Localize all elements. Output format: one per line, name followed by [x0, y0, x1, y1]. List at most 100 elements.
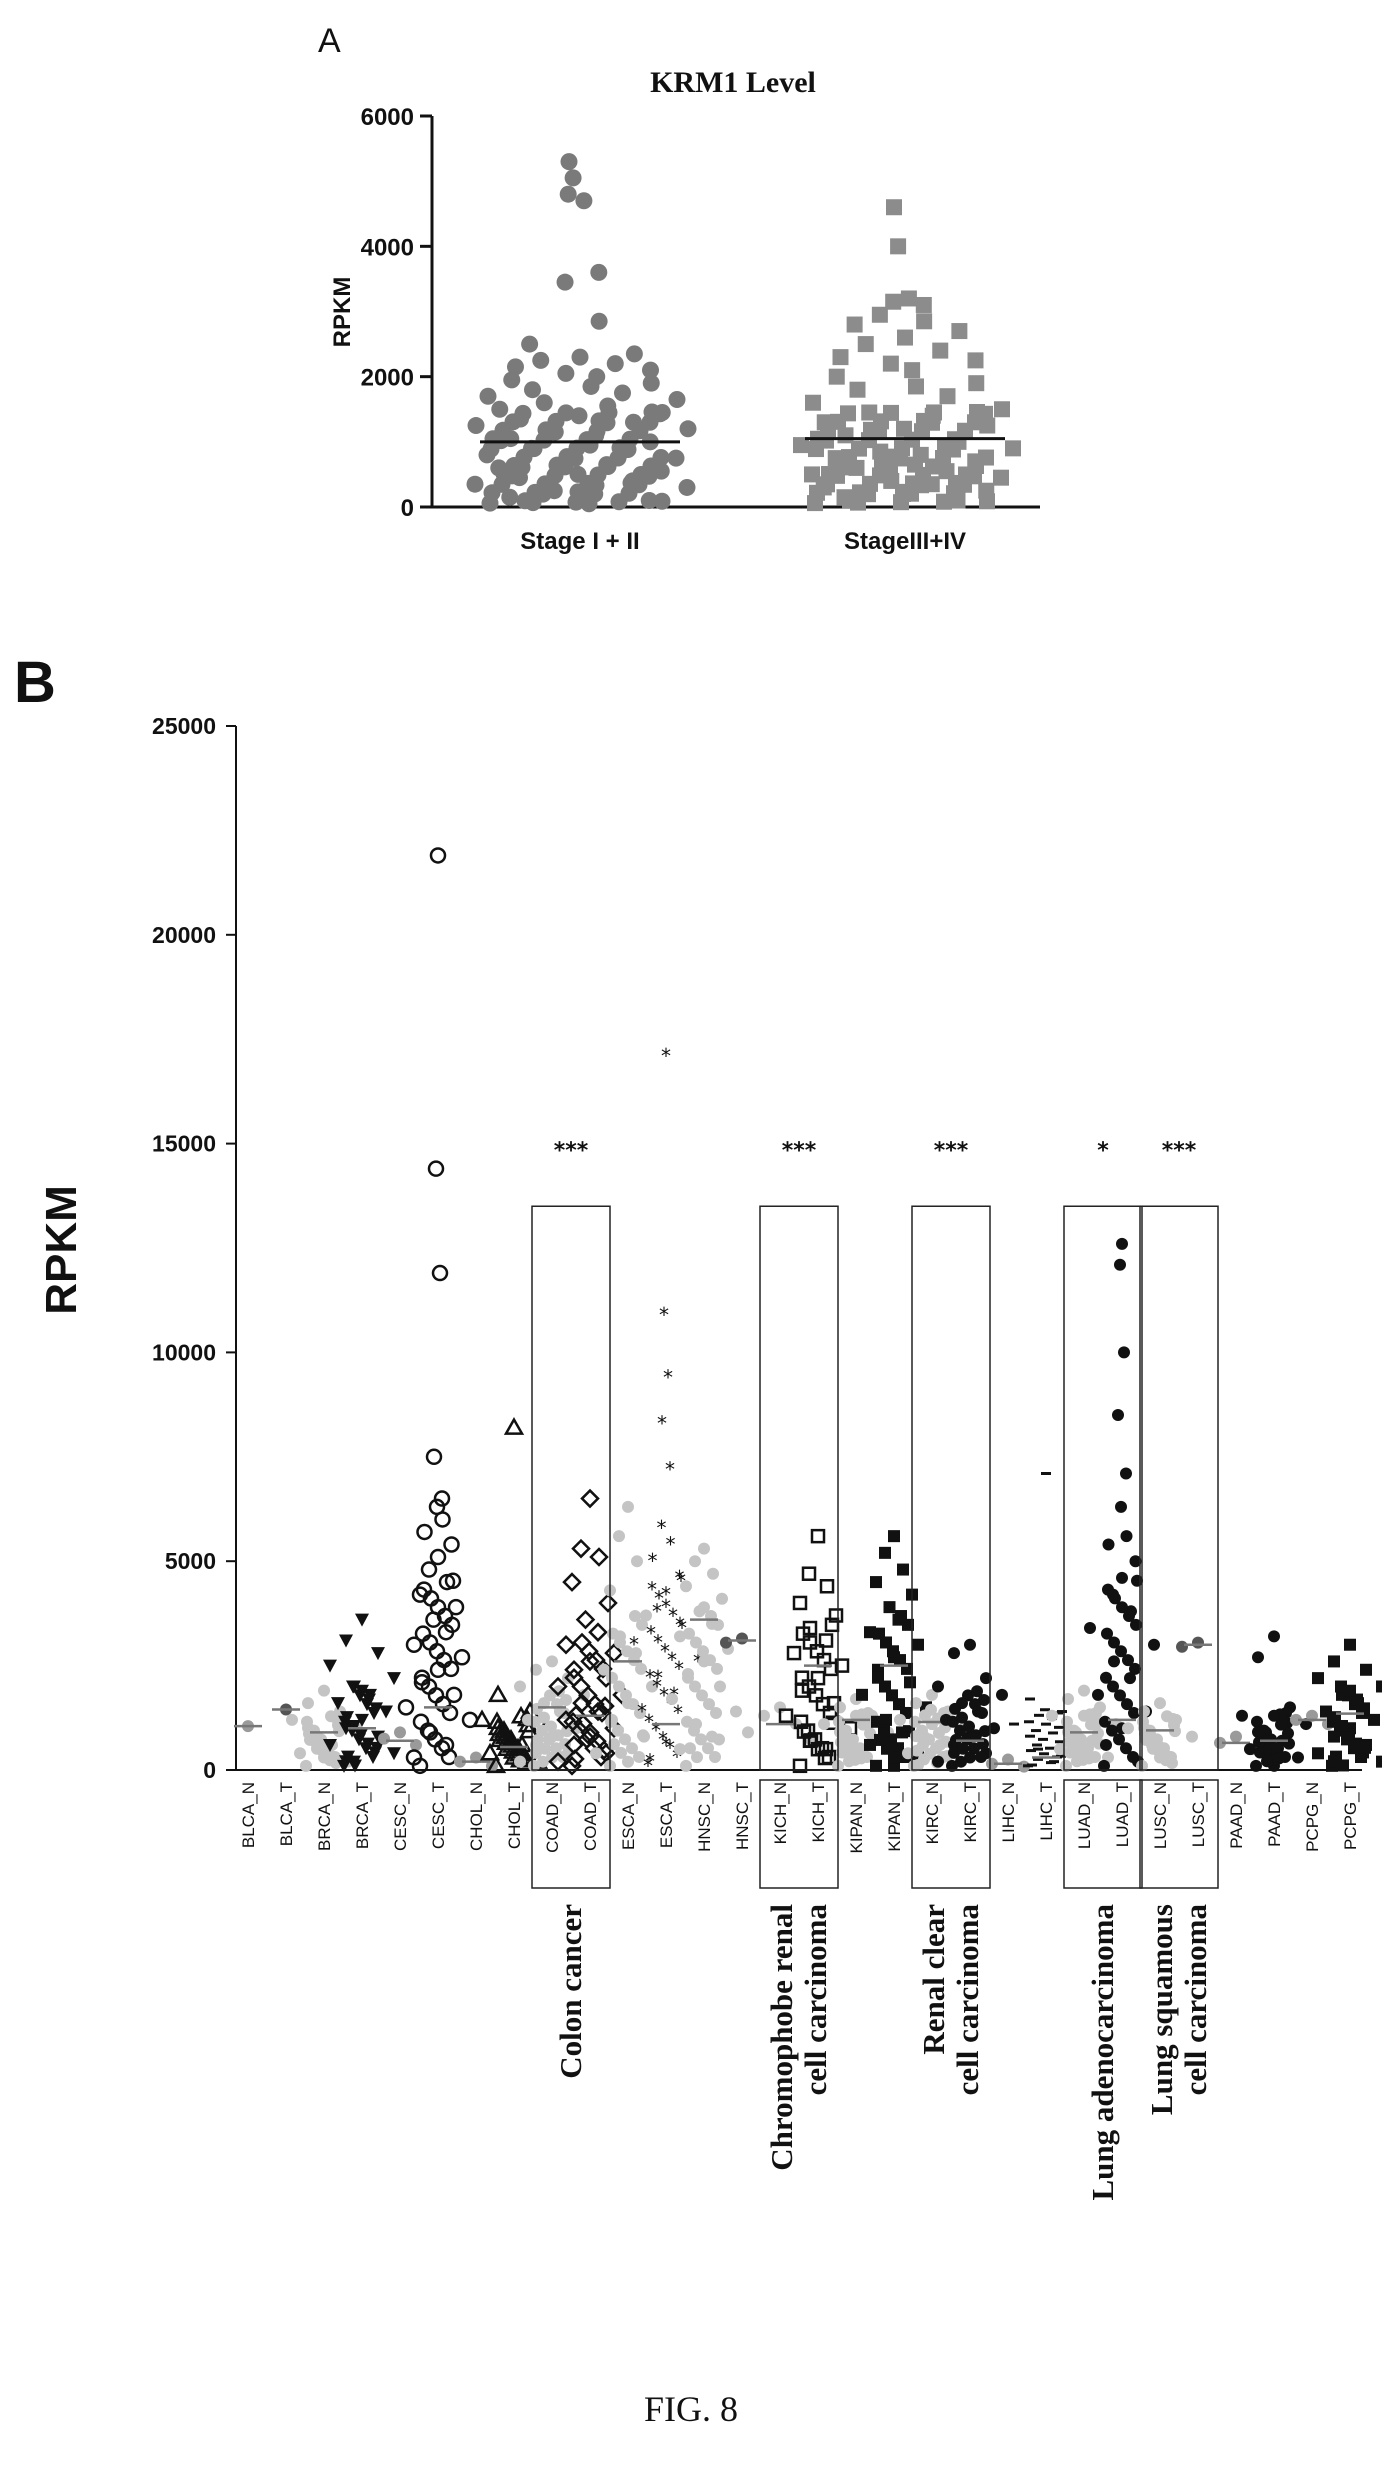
- panel-a-point: [871, 306, 888, 323]
- panel-a-point: [886, 199, 902, 216]
- panel-b-point: [1109, 1592, 1121, 1605]
- panel-a-point: [939, 388, 956, 405]
- panel-a-point: [521, 335, 539, 353]
- panel-b-point: [621, 1645, 633, 1658]
- panel-b-point: [955, 1755, 967, 1768]
- panel-b-y-tick-label: 25000: [152, 713, 216, 739]
- panel-a-point: [571, 348, 589, 366]
- panel-b-point: [1214, 1736, 1226, 1749]
- panel-b-point: [1344, 1638, 1356, 1651]
- panel-b-point: [872, 1671, 884, 1684]
- panel-b-point: [910, 1730, 922, 1743]
- panel-a-point: [874, 457, 890, 474]
- panel-b-point: [695, 1733, 707, 1746]
- panel-b-point: [856, 1688, 868, 1701]
- panel-b-point: [556, 1634, 576, 1655]
- panel-b-chart: B RPKM 0 5000 10000 15000 20000 25000 BLCA_N BLCA…: [14, 650, 1382, 2201]
- panel-b-point: [502, 1740, 524, 1759]
- panel-b-point: *: [644, 1710, 654, 1734]
- panel-a-point: [622, 474, 640, 492]
- panel-b-point: [1121, 1698, 1133, 1711]
- panel-b-point: *: [651, 1719, 661, 1743]
- panel-b-significance-label: ***: [554, 1139, 589, 1164]
- panel-b-point: [628, 1654, 640, 1667]
- panel-b-point: [1268, 1630, 1280, 1643]
- panel-b-point: [836, 1746, 848, 1759]
- panel-b-point: [1147, 1742, 1159, 1755]
- panel-b-point: [1100, 1738, 1112, 1751]
- panel-a-point: [537, 421, 555, 439]
- panel-b-point: *: [652, 1675, 662, 1699]
- panel-b-x-tick-label: KICH_T: [809, 1782, 828, 1842]
- panel-b-point: [1061, 1715, 1073, 1728]
- panel-b-point: [1116, 1601, 1128, 1614]
- panel-b-point: [445, 1686, 463, 1704]
- panel-a-y-tick-label: 2000: [361, 365, 414, 392]
- panel-b-point: [864, 1738, 876, 1751]
- panel-a-point: [516, 492, 534, 510]
- panel-b-point: [843, 1755, 855, 1768]
- panel-b-point: [795, 1626, 811, 1641]
- panel-b-point: [503, 1417, 525, 1435]
- panel-b-point: [340, 1711, 354, 1725]
- panel-b-point: [613, 1530, 625, 1543]
- panel-b-point: [286, 1713, 298, 1726]
- panel-b-point: [710, 1706, 722, 1719]
- panel-b-point: [1268, 1709, 1280, 1722]
- panel-b-point: *: [675, 1613, 685, 1637]
- panel-a-point: [501, 488, 519, 506]
- panel-b-point: [444, 1572, 462, 1590]
- panel-b-point: [1112, 1409, 1124, 1422]
- panel-b-point: [626, 1742, 638, 1755]
- panel-b-point: [828, 1608, 844, 1623]
- panel-b-point: [646, 1680, 658, 1693]
- panel-b-point: *: [661, 1595, 671, 1619]
- panel-b-point: [1368, 1713, 1380, 1726]
- panel-b-point: [681, 1715, 693, 1728]
- panel-b-point: [703, 1698, 715, 1711]
- panel-b-point: [911, 1744, 923, 1757]
- panel-b-point: [835, 1736, 847, 1749]
- panel-b-point: [964, 1638, 976, 1651]
- panel-b-x-tick-label: LIHC_N: [999, 1782, 1018, 1842]
- panel-b-point: [707, 1567, 719, 1580]
- panel-b-point: [479, 1742, 501, 1761]
- panel-b-point: [888, 1530, 900, 1543]
- panel-b-x-tick-label: KIRC_T: [961, 1782, 980, 1842]
- panel-a-point: [890, 238, 907, 255]
- panel-b-point: [1120, 1530, 1133, 1543]
- panel-b-point: *: [667, 1648, 677, 1672]
- panel-b-x-tick-label: BRCA_T: [353, 1782, 372, 1849]
- panel-a-point: [610, 493, 628, 511]
- panel-a-point: [557, 364, 575, 382]
- panel-b-point: [962, 1689, 974, 1702]
- panel-b-point: [988, 1722, 1000, 1735]
- panel-b-point: [1078, 1684, 1090, 1697]
- panel-b-point: [1120, 1742, 1132, 1755]
- panel-b-point: [546, 1751, 558, 1764]
- panel-a-point: [642, 374, 660, 392]
- panel-b-point: [371, 1647, 385, 1661]
- panel-b-point: [1116, 1571, 1128, 1584]
- panel-b-point: [996, 1688, 1008, 1701]
- panel-b-point: [1250, 1759, 1262, 1772]
- panel-b-point: [1169, 1725, 1181, 1738]
- panel-b-point: [300, 1759, 312, 1772]
- panel-b-point: [640, 1609, 652, 1622]
- panel-b-point: [318, 1751, 330, 1764]
- panel-b-significance-label: *: [1097, 1139, 1109, 1164]
- panel-b-highlight-box: [1063, 1205, 1143, 1771]
- panel-b-point: [637, 1729, 649, 1742]
- panel-b-point: [429, 1548, 447, 1566]
- panel-b-highlight-box: [531, 1205, 611, 1771]
- panel-b-point: [1062, 1725, 1074, 1738]
- panel-b-x-tick-label: PCPG_N: [1303, 1782, 1322, 1852]
- panel-b-point: [302, 1697, 314, 1710]
- panel-a-point: [895, 483, 911, 500]
- panel-b-point: [454, 1755, 466, 1768]
- panel-b-point: [552, 1729, 564, 1742]
- panel-b-point: [871, 1715, 883, 1728]
- panel-b-significance-label: ***: [782, 1139, 817, 1164]
- panel-b-point: [589, 1547, 609, 1567]
- panel-b-point: [1330, 1750, 1342, 1763]
